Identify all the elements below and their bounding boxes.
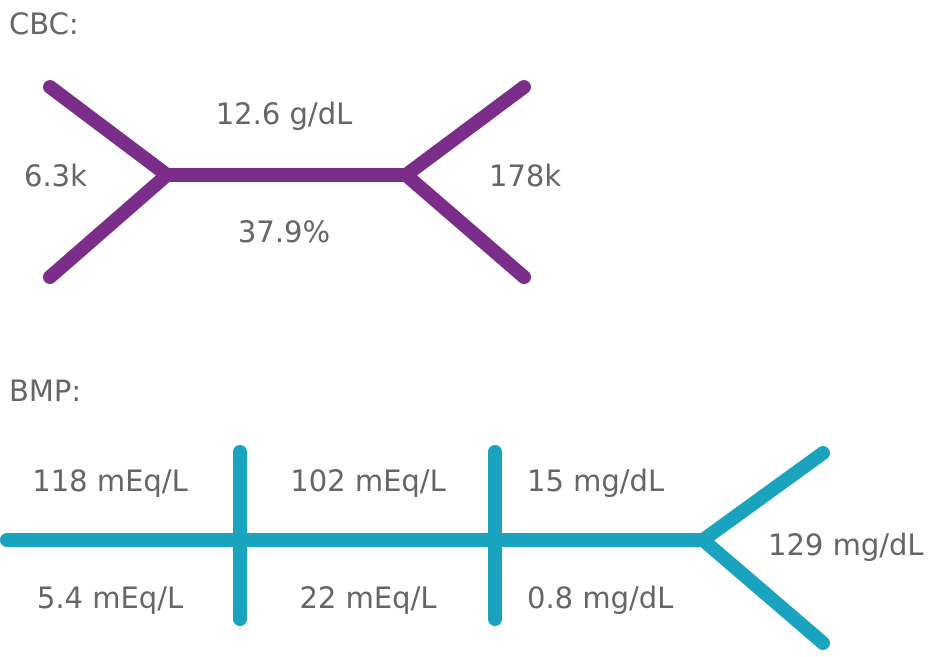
cbc-wbc-value: 6.3k — [24, 159, 87, 193]
bmp-sodium-value: 118 mEq/L — [32, 464, 188, 498]
cbc-heading: CBC: — [9, 7, 79, 41]
cbc-top-left-branch — [43, 80, 174, 182]
cbc-bottom-right-branch — [399, 168, 531, 284]
bmp-bottom-right-branch — [696, 533, 830, 650]
bmp-bicarbonate-value: 22 mEq/L — [299, 581, 437, 615]
cbc-top-right-branch — [399, 80, 531, 182]
bmp-creatinine-value: 0.8 mg/dL — [527, 581, 674, 615]
bmp-fishbone — [0, 445, 830, 650]
cbc-hematocrit-value: 37.9% — [237, 215, 331, 249]
cbc-bottom-left-branch — [43, 168, 174, 284]
bmp-potassium-value: 5.4 mEq/L — [36, 581, 184, 615]
bmp-chloride-value: 102 mEq/L — [290, 464, 446, 498]
cbc-platelets-value: 178k — [489, 159, 562, 193]
bmp-bun-value: 15 mg/dL — [527, 464, 665, 498]
bmp-glucose-value: 129 mg/dL — [768, 528, 924, 562]
cbc-hemoglobin-value: 12.6 g/dL — [215, 97, 353, 131]
cbc-fishbone — [43, 80, 531, 284]
bmp-top-right-branch — [696, 446, 830, 547]
bmp-heading: BMP: — [9, 374, 82, 408]
